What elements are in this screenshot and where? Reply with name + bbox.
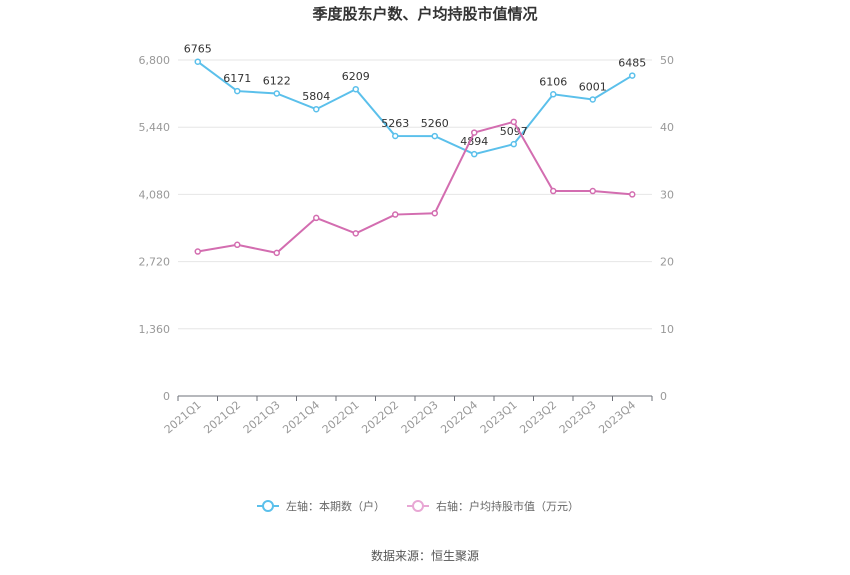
x-tick-label: 2021Q4 bbox=[280, 398, 322, 436]
legend-swatch-marker-0 bbox=[262, 500, 274, 512]
legend-label-1: 右轴：户均持股市值（万元） bbox=[436, 499, 579, 513]
x-tick-label: 2023Q2 bbox=[517, 398, 559, 436]
x-tick-label: 2022Q1 bbox=[320, 398, 362, 436]
series-point-0 bbox=[471, 150, 478, 158]
right-tick-label: 20 bbox=[660, 256, 674, 269]
series-point-1 bbox=[234, 241, 241, 249]
series-line-0 bbox=[197, 60, 633, 156]
right-axis-ticks: 0 10 20 30 40 50 bbox=[660, 54, 674, 403]
x-tick-label: 2022Q3 bbox=[399, 398, 441, 436]
series-point-1 bbox=[589, 187, 596, 195]
series-point-1 bbox=[431, 209, 438, 217]
x-tick-label: 2022Q2 bbox=[359, 398, 401, 436]
left-axis-ticks: 0 1,360 2,720 4,080 5,440 6,800 bbox=[139, 54, 171, 403]
data-label: 6171 bbox=[223, 72, 251, 85]
series-point-0 bbox=[234, 87, 241, 95]
series-point-0 bbox=[392, 132, 399, 140]
left-tick-label: 4,080 bbox=[139, 188, 171, 201]
x-tick-label: 2021Q1 bbox=[162, 398, 204, 436]
x-tick-label: 2022Q4 bbox=[438, 398, 480, 436]
right-tick-label: 10 bbox=[660, 323, 674, 336]
x-tick-label: 2023Q1 bbox=[478, 398, 520, 436]
data-label: 4894 bbox=[460, 135, 488, 148]
series-point-0 bbox=[589, 96, 596, 103]
series-line-1 bbox=[197, 120, 633, 254]
legend[interactable]: 左轴：本期数（户） 右轴：户均持股市值（万元） bbox=[257, 499, 579, 513]
series-point-1 bbox=[629, 191, 636, 198]
series-point-1 bbox=[550, 187, 557, 195]
series-point-1 bbox=[194, 248, 201, 255]
series-point-0 bbox=[273, 90, 280, 97]
left-tick-label: 5,440 bbox=[139, 121, 171, 134]
right-tick-label: 40 bbox=[660, 121, 674, 134]
data-label: 6485 bbox=[618, 57, 646, 70]
data-label: 5804 bbox=[302, 90, 330, 103]
data-label: 5260 bbox=[421, 117, 449, 130]
data-label: 6001 bbox=[579, 80, 607, 93]
series-point-1 bbox=[273, 249, 280, 257]
x-tick-label: 2023Q4 bbox=[596, 398, 638, 436]
left-tick-label: 0 bbox=[163, 390, 170, 403]
series-point-0 bbox=[313, 105, 320, 113]
data-label: 6765 bbox=[184, 43, 212, 56]
series-point-0 bbox=[510, 140, 517, 148]
data-label: 6209 bbox=[342, 70, 370, 83]
x-tick-label: 2021Q2 bbox=[201, 398, 243, 436]
left-tick-label: 2,720 bbox=[139, 256, 171, 269]
series-point-0 bbox=[352, 85, 359, 93]
series-point-1 bbox=[510, 118, 517, 126]
grid-lines bbox=[178, 59, 652, 330]
data-label: 6106 bbox=[539, 75, 567, 88]
series-point-0 bbox=[431, 132, 438, 140]
series-point-1 bbox=[313, 214, 320, 222]
right-tick-label: 30 bbox=[660, 188, 674, 201]
series-point-0 bbox=[629, 72, 636, 79]
series-point-0 bbox=[550, 91, 557, 98]
series-point-1 bbox=[352, 230, 359, 237]
x-axis: 2021Q12021Q22021Q32021Q42022Q12022Q22022… bbox=[162, 395, 653, 436]
data-label: 6122 bbox=[263, 75, 291, 88]
right-tick-label: 0 bbox=[660, 390, 667, 403]
right-tick-label: 50 bbox=[660, 54, 674, 67]
x-tick-label: 2021Q3 bbox=[241, 398, 283, 436]
left-tick-label: 6,800 bbox=[139, 54, 171, 67]
series-point-1 bbox=[392, 211, 399, 218]
data-label: 5097 bbox=[500, 125, 528, 138]
x-tick-label: 2023Q3 bbox=[557, 398, 599, 436]
data-label: 5263 bbox=[381, 117, 409, 130]
left-tick-label: 1,360 bbox=[139, 323, 171, 336]
legend-label-0: 左轴：本期数（户） bbox=[286, 499, 385, 513]
legend-swatch-marker-1 bbox=[412, 500, 424, 512]
chart-title: 季度股东户数、户均持股市值情况 bbox=[312, 5, 537, 23]
series-point-1 bbox=[471, 129, 478, 136]
source-text: 数据来源：恒生聚源 bbox=[371, 548, 479, 563]
series-point-0 bbox=[194, 58, 201, 65]
series-layer: 6765 6171 6122 5804 6209 5263 5260 4894 5097 6106… bbox=[184, 43, 646, 257]
